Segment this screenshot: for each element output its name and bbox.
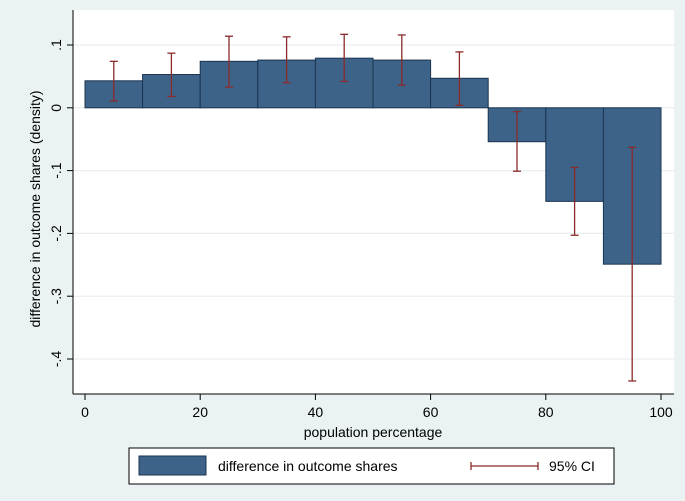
y-tick-label-0: .1 <box>48 39 64 51</box>
legend-ci-swatch <box>470 462 539 470</box>
y-tick-label-3: -.2 <box>48 225 64 242</box>
x-tick-label-0: 0 <box>81 404 89 420</box>
legend-ci-label: 95% CI <box>549 458 595 474</box>
x-axis-title: population percentage <box>304 424 443 440</box>
x-tick-label-4: 80 <box>538 404 554 420</box>
y-tick-label-2: -.1 <box>48 162 64 179</box>
tick-labels: .1 0 -.1 -.2 -.3 -.4 0 20 40 60 80 100 <box>48 39 673 420</box>
y-tick-label-5: -.4 <box>48 351 64 368</box>
y-tick-label-4: -.3 <box>48 288 64 305</box>
error-bar-6 <box>455 51 464 106</box>
error-bar-9 <box>628 146 637 382</box>
error-bar-4 <box>340 33 349 83</box>
error-bars <box>109 33 637 382</box>
error-bar-5 <box>397 34 406 86</box>
x-tick-label-5: 100 <box>649 404 673 420</box>
error-bar-2 <box>225 35 233 88</box>
x-tick-label-3: 60 <box>423 404 439 420</box>
y-axis-title: difference in outcome shares (density) <box>27 90 43 327</box>
y-tick-label-1: 0 <box>48 104 64 112</box>
legend-bar-swatch <box>138 455 207 476</box>
legend: difference in outcome shares 95% CI <box>128 447 615 485</box>
error-bar-1 <box>167 52 176 98</box>
axes <box>67 10 674 400</box>
x-tick-label-1: 20 <box>192 404 208 420</box>
error-bar-3 <box>282 36 291 84</box>
legend-box <box>128 447 615 485</box>
error-bar-7 <box>513 110 521 172</box>
legend-bar-label: difference in outcome shares <box>218 458 398 474</box>
error-bar-0 <box>109 60 118 102</box>
error-bar-8 <box>570 166 579 236</box>
x-tick-label-2: 40 <box>308 404 324 420</box>
